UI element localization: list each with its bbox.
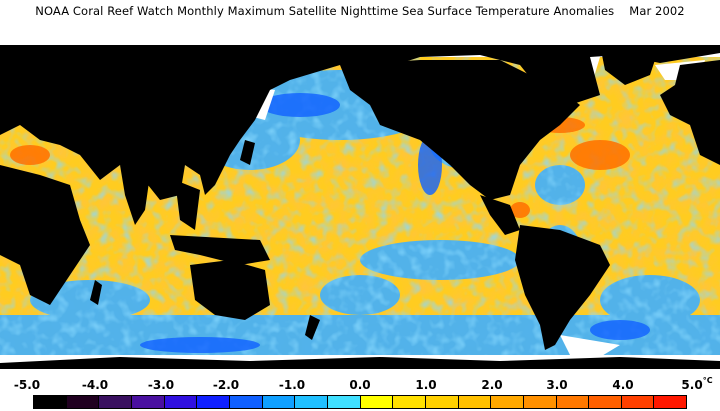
colorbar-swatch xyxy=(164,395,198,409)
colorbar-swatch xyxy=(523,395,557,409)
legend-tick-8: 3.0 xyxy=(546,378,568,392)
land-india xyxy=(120,165,150,225)
legend-tick-9: 4.0 xyxy=(612,378,634,392)
land-australia xyxy=(190,260,270,320)
map-title: NOAA Coral Reef Watch Monthly Maximum Sa… xyxy=(0,0,720,22)
colorbar-swatch xyxy=(295,395,328,409)
legend-tick-1: -4.0 xyxy=(81,378,109,392)
legend-tick-5: 0.0 xyxy=(349,378,371,392)
color-legend: -5.0 -4.0 -3.0 -2.0 -1.0 0.0 1.0 2.0 3.0… xyxy=(0,372,720,411)
legend-tick-2: -3.0 xyxy=(147,378,175,392)
land-greenland xyxy=(600,45,660,85)
land-indochina xyxy=(175,180,200,230)
land-masses xyxy=(0,45,720,369)
colorbar-swatch xyxy=(425,395,459,409)
land-madagascar xyxy=(90,280,102,305)
land-newzealand xyxy=(305,315,320,340)
legend-tick-3: -2.0 xyxy=(212,378,240,392)
colorbar-swatch xyxy=(66,395,100,409)
land-antarctica xyxy=(0,357,720,369)
colorbar-swatch xyxy=(131,395,165,409)
legend-tick-0: -5.0 xyxy=(13,378,41,392)
colorbar-swatch xyxy=(360,395,394,409)
colorbar-swatch xyxy=(262,395,296,409)
colorbar-swatch xyxy=(621,395,655,409)
colorbar-swatch xyxy=(99,395,132,409)
land-central-america xyxy=(480,195,520,235)
land-north-america xyxy=(340,60,580,200)
legend-tick-6: 1.0 xyxy=(415,378,437,392)
legend-tick-4: -1.0 xyxy=(278,378,306,392)
colorbar-swatch xyxy=(197,395,230,409)
colorbar-swatch xyxy=(327,395,361,409)
land-europe xyxy=(660,60,720,165)
sst-anomaly-map xyxy=(0,45,720,369)
colorbar-swatch xyxy=(491,395,524,409)
colorbar xyxy=(33,395,688,409)
legend-tick-10-value: 5.0 xyxy=(681,378,703,392)
colorbar-swatch xyxy=(458,395,492,409)
title-date: Mar 2002 xyxy=(629,4,685,18)
colorbar-swatch xyxy=(589,395,622,409)
legend-tick-7: 2.0 xyxy=(481,378,503,392)
legend-unit: °C xyxy=(702,376,713,385)
land-japan xyxy=(240,140,255,165)
colorbar-swatch xyxy=(393,395,426,409)
legend-tick-10: 5.0°C xyxy=(681,376,713,392)
colorbar-swatch xyxy=(33,395,67,409)
land-south-america xyxy=(515,225,610,350)
colorbar-swatch xyxy=(654,395,688,409)
land-indonesia xyxy=(170,235,270,265)
colorbar-swatch xyxy=(556,395,590,409)
title-text: NOAA Coral Reef Watch Monthly Maximum Sa… xyxy=(35,4,615,18)
land-africa xyxy=(0,165,90,305)
colorbar-swatch xyxy=(229,395,263,409)
